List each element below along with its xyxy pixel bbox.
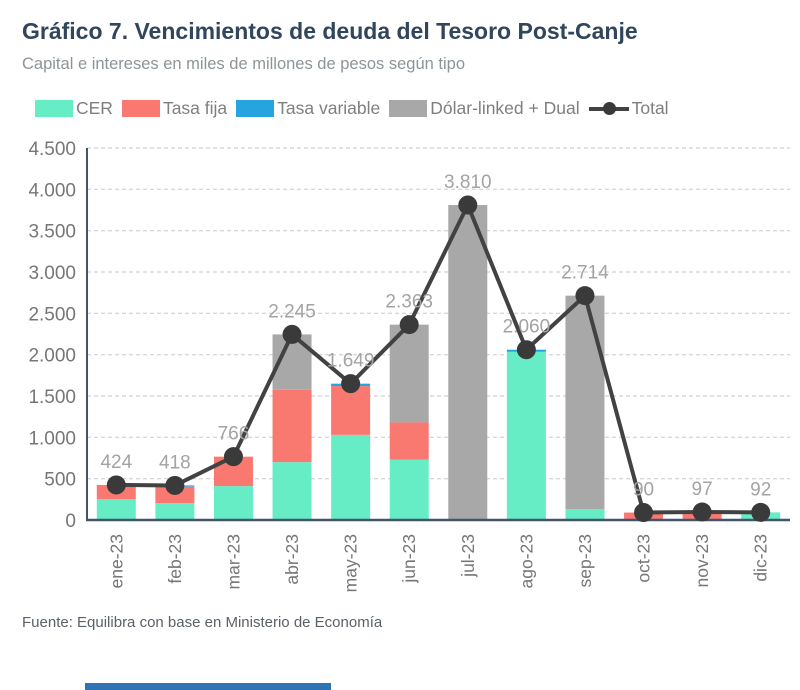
total-value-label: 766 <box>218 424 250 445</box>
total-value-label: 90 <box>633 480 654 501</box>
legend-label-tasa-fija: Tasa fija <box>162 97 228 118</box>
total-point-ene-23 <box>106 475 126 495</box>
source-note: Fuente: Equilibra con base en Ministerio… <box>22 614 383 631</box>
total-point-ago-23 <box>516 340 536 360</box>
x-axis-tick-label: mar-23 <box>223 534 243 589</box>
total-point-oct-23 <box>634 503 654 523</box>
x-axis-tick-label: abr-23 <box>282 534 302 585</box>
y-axis-tick-label: 4.000 <box>28 180 76 201</box>
x-axis-tick-label: feb-23 <box>165 534 185 584</box>
legend-item-total: Total <box>588 97 669 119</box>
x-axis-tick-label: ago-23 <box>516 534 536 589</box>
total-value-label: 2.245 <box>268 301 316 322</box>
x-axis-tick-label: sep-23 <box>575 534 595 588</box>
total-point-feb-23 <box>165 475 185 495</box>
y-axis-tick-label: 500 <box>44 470 76 491</box>
total-value-label: 2.714 <box>561 263 609 284</box>
x-axis-tick-label: may-23 <box>341 534 361 592</box>
bar-segment-dolar_linked-jul-23 <box>448 205 488 521</box>
legend-swatch-tasa-fija-icon <box>121 99 160 117</box>
bar-segment-cer-ago-23 <box>506 351 546 520</box>
total-value-label: 424 <box>100 452 132 473</box>
bar-segment-tasa_fija-may-23 <box>331 386 371 435</box>
legend-item-cer: CER <box>35 98 113 119</box>
y-axis-tick-label: 0 <box>65 511 76 532</box>
total-value-label: 92 <box>750 479 771 500</box>
legend-label-dolar-linked: Dólar-linked + Dual <box>430 97 580 118</box>
bar-segment-tasa_fija-abr-23 <box>272 389 312 463</box>
y-axis-tick-label: 1.000 <box>28 428 76 449</box>
bar-segment-cer-may-23 <box>331 434 371 520</box>
total-point-abr-23 <box>282 324 302 344</box>
x-axis-tick-label: nov-23 <box>692 534 712 588</box>
bar-segment-cer-mar-23 <box>213 486 253 520</box>
chart-title: Gráfico 7. Vencimientos de deuda del Tes… <box>22 18 638 44</box>
total-value-label: 2.060 <box>503 317 551 338</box>
x-axis-tick-label: jun-23 <box>399 534 419 584</box>
total-value-label: 2.363 <box>385 292 433 313</box>
legend-item-tasa-fija: Tasa fija <box>121 97 228 119</box>
total-value-label: 1.649 <box>327 351 375 372</box>
y-axis-tick-label: 1.500 <box>28 387 76 408</box>
total-point-mar-23 <box>223 447 243 467</box>
x-axis-tick-label: ene-23 <box>106 534 126 589</box>
bar-segment-dolar_linked-sep-23 <box>565 295 605 510</box>
legend-label-cer: CER <box>76 97 113 118</box>
bar-segment-tasa_fija-jun-23 <box>389 422 429 460</box>
bar-segment-cer-sep-23 <box>565 509 605 520</box>
y-axis-tick-label: 4.500 <box>28 139 76 160</box>
total-value-label: 97 <box>692 479 713 500</box>
legend-label-tasa-variable: Tasa variable <box>277 97 381 118</box>
total-point-jul-23 <box>458 195 478 215</box>
x-axis-tick-label: oct-23 <box>634 534 654 583</box>
bar-segment-cer-feb-23 <box>155 503 195 520</box>
total-value-label: 418 <box>159 452 191 473</box>
x-axis-tick-label: jul-23 <box>458 534 478 578</box>
legend-item-tasa-variable: Tasa variable <box>236 98 380 119</box>
y-axis-tick-label: 2.500 <box>28 304 76 325</box>
legend-label-total: Total <box>631 97 669 118</box>
y-axis-tick-label: 3.000 <box>28 263 76 284</box>
bar-segment-cer-ene-23 <box>96 499 136 520</box>
legend-total-line-marker-icon <box>588 100 629 117</box>
legend-item-dolar-linked: Dólar-linked + Dual <box>389 97 580 119</box>
y-axis-tick-label: 3.500 <box>28 222 76 243</box>
bar-segment-cer-jun-23 <box>389 459 429 520</box>
footer-accent-bar <box>85 683 331 690</box>
total-point-nov-23 <box>692 502 712 522</box>
total-point-sep-23 <box>575 286 595 306</box>
total-point-dic-23 <box>751 502 771 522</box>
chart-subtitle: Capital e intereses en miles de millones… <box>22 55 466 73</box>
bar-segment-dolar_linked-jun-23 <box>389 324 429 423</box>
total-value-label: 3.810 <box>444 172 492 193</box>
x-axis-tick-label: dic-23 <box>751 534 771 582</box>
total-point-may-23 <box>341 374 361 394</box>
y-axis-tick-label: 2.000 <box>28 346 76 367</box>
legend-swatch-cer-icon <box>35 99 73 117</box>
legend-swatch-tasa-variable-icon <box>236 99 275 117</box>
chart-legend: CER Tasa fija Tasa variable Dólar-linked… <box>35 97 669 119</box>
total-line <box>116 203 761 515</box>
bar-segment-cer-abr-23 <box>272 462 312 520</box>
total-point-jun-23 <box>399 315 419 335</box>
legend-swatch-dolar-linked-icon <box>389 99 428 117</box>
